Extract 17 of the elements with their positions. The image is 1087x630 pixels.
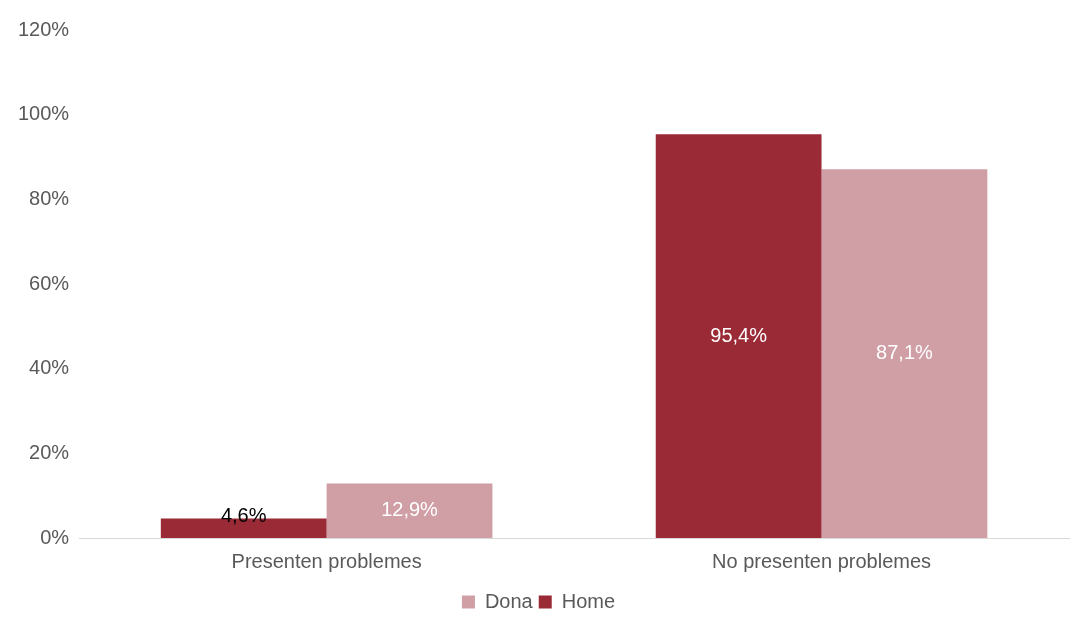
- data-label: 12,9%: [381, 498, 439, 521]
- y-tick-label: 120%: [18, 17, 70, 40]
- x-tick-label: Presenten problemes: [231, 549, 422, 572]
- x-tick-label: No presenten problemes: [712, 549, 932, 572]
- bar: [821, 169, 988, 538]
- bar: [655, 134, 822, 538]
- y-tick-label: 60%: [29, 271, 70, 294]
- data-label: 95,4%: [710, 323, 768, 346]
- y-tick-label: 0%: [40, 525, 70, 548]
- y-tick-label: 80%: [29, 186, 70, 209]
- y-tick-label: 20%: [29, 440, 70, 463]
- bar: [326, 483, 493, 538]
- legend-label: Dona: [484, 589, 534, 612]
- legend-label: Home: [561, 589, 616, 612]
- y-tick-label: 40%: [29, 356, 70, 379]
- data-label: 87,1%: [876, 341, 933, 364]
- y-tick-label: 100%: [18, 102, 70, 125]
